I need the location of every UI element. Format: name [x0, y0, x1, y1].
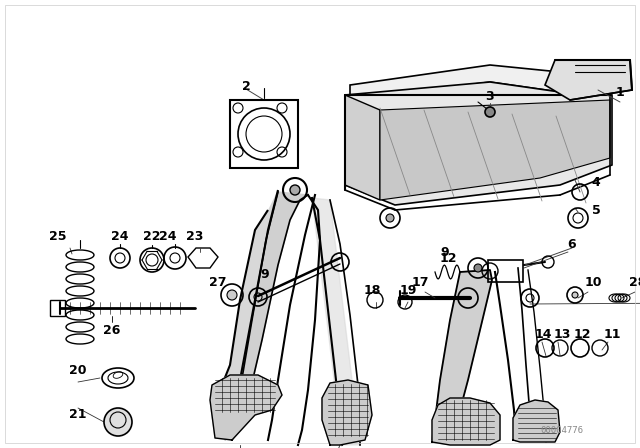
Bar: [488, 260, 523, 282]
Polygon shape: [545, 60, 632, 100]
Polygon shape: [210, 375, 282, 440]
Text: 26: 26: [103, 323, 121, 336]
Text: 22: 22: [143, 229, 161, 242]
Text: 28: 28: [629, 276, 640, 289]
Text: 5: 5: [591, 203, 600, 216]
Text: 3: 3: [486, 90, 494, 103]
Text: 17: 17: [412, 276, 429, 289]
Text: 21: 21: [69, 409, 87, 422]
Circle shape: [104, 408, 132, 436]
Text: 10: 10: [584, 276, 602, 289]
Polygon shape: [380, 100, 610, 200]
Text: 25: 25: [49, 229, 67, 242]
Text: 9: 9: [441, 246, 449, 258]
Text: 20: 20: [69, 363, 87, 376]
Polygon shape: [513, 400, 560, 442]
Text: 9: 9: [260, 268, 269, 281]
Text: 24: 24: [111, 229, 129, 242]
Circle shape: [474, 264, 482, 272]
Circle shape: [227, 290, 237, 300]
Text: 12: 12: [439, 251, 457, 264]
Circle shape: [572, 292, 578, 298]
Text: 2: 2: [242, 79, 250, 92]
Polygon shape: [432, 270, 492, 442]
Text: 12: 12: [573, 327, 591, 340]
Text: 14: 14: [534, 327, 552, 340]
Polygon shape: [432, 398, 500, 445]
Polygon shape: [228, 192, 308, 440]
Polygon shape: [222, 190, 278, 440]
Text: 18: 18: [364, 284, 381, 297]
Polygon shape: [322, 380, 372, 445]
Text: 4: 4: [591, 176, 600, 189]
Text: 23: 23: [186, 229, 204, 242]
Polygon shape: [350, 65, 612, 100]
Polygon shape: [345, 95, 380, 200]
Circle shape: [386, 214, 394, 222]
Polygon shape: [312, 198, 360, 445]
Text: 00004776: 00004776: [540, 426, 584, 435]
Text: 27: 27: [209, 276, 227, 289]
Text: 19: 19: [399, 284, 417, 297]
Bar: [50, 300, 65, 316]
Bar: [230, 100, 298, 168]
Text: 13: 13: [554, 327, 571, 340]
Text: 1: 1: [616, 86, 625, 99]
Text: 24: 24: [159, 229, 177, 242]
Circle shape: [485, 107, 495, 117]
Text: 11: 11: [604, 327, 621, 340]
Text: 6: 6: [568, 237, 576, 250]
Circle shape: [290, 185, 300, 195]
Polygon shape: [345, 82, 612, 205]
